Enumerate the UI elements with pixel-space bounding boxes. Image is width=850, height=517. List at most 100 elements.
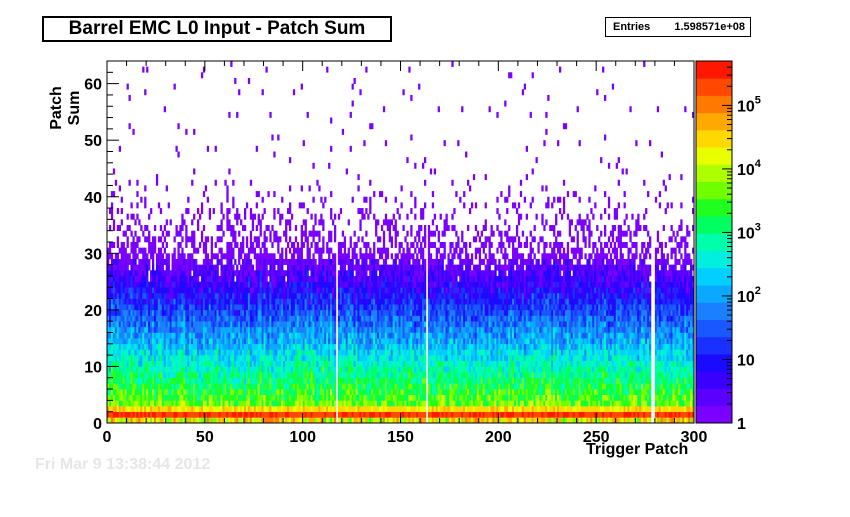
heatmap-cell (136, 191, 139, 198)
heatmap-cell (120, 383, 123, 390)
heatmap-cell (197, 355, 200, 362)
heatmap-cell (234, 270, 237, 277)
heatmap-cell (150, 321, 153, 328)
heatmap-cell (269, 258, 272, 265)
heatmap-cell (155, 298, 159, 305)
heatmap-cell (159, 309, 163, 316)
heatmap-cell (375, 264, 378, 271)
heatmap-cell (232, 406, 235, 412)
heatmap-cell (222, 264, 225, 271)
heatmap-cell (384, 219, 388, 226)
heatmap-cell (302, 377, 305, 384)
heatmap-cell (114, 417, 118, 424)
heatmap-cell (373, 406, 376, 412)
heatmap-cell (124, 372, 127, 379)
heatmap-cell (161, 258, 165, 265)
heatmap-cell (243, 394, 247, 401)
heatmap-cell (148, 377, 151, 384)
heatmap-cell (298, 411, 302, 418)
heatmap-cell (185, 355, 188, 362)
heatmap-cell (294, 264, 298, 271)
heatmap-cell (267, 309, 270, 316)
heatmap-cell (232, 309, 235, 316)
heatmap-cell (330, 360, 333, 367)
heatmap-cell (179, 389, 182, 396)
heatmap-cell (394, 196, 397, 203)
heatmap-cell (112, 394, 116, 401)
heatmap-cell (214, 366, 217, 373)
heatmap-cell (210, 275, 213, 282)
heatmap-cell (130, 383, 133, 390)
heatmap-cell (275, 304, 278, 311)
heatmap-cell (396, 349, 399, 356)
heatmap-cell (167, 389, 170, 396)
heatmap-cell (206, 298, 210, 305)
heatmap-cell (200, 298, 204, 305)
heatmap-cell (230, 225, 233, 231)
heatmap-cell (285, 298, 288, 305)
heatmap-cell (384, 281, 388, 288)
heatmap-cell (126, 275, 129, 282)
heatmap-cell (128, 389, 131, 396)
heatmap-cell (363, 292, 366, 299)
heatmap-cell (228, 383, 231, 390)
heatmap-cell (171, 275, 174, 282)
heatmap-cell (214, 417, 217, 424)
heatmap-cell (177, 326, 180, 333)
heatmap-cell (183, 287, 186, 294)
heatmap-cell (322, 304, 325, 311)
heatmap-cell (175, 343, 178, 350)
heatmap-cell (292, 315, 296, 322)
heatmap-cell (290, 298, 294, 305)
heatmap-cell (396, 343, 399, 350)
heatmap-cell (232, 315, 235, 322)
heatmap-cell (294, 417, 298, 424)
heatmap-cell (294, 275, 298, 282)
heatmap-cell (337, 400, 341, 407)
heatmap-cell (140, 366, 143, 373)
heatmap-cell (288, 349, 292, 356)
heatmap-cell (318, 366, 321, 373)
heatmap-cell (232, 383, 235, 390)
heatmap-cell (245, 304, 249, 311)
heatmap-cell (177, 332, 180, 339)
heatmap-cell (132, 349, 135, 356)
heatmap-cell (175, 389, 178, 396)
heatmap-cell (279, 411, 282, 418)
heatmap-cell (243, 304, 247, 311)
heatmap-cell (165, 411, 168, 418)
heatmap-cell (165, 360, 168, 367)
heatmap-cell (263, 377, 266, 384)
heatmap-cell (255, 417, 258, 424)
heatmap-cell (318, 258, 321, 265)
heatmap-cell (283, 281, 286, 288)
heatmap-cell (142, 360, 145, 367)
heatmap-cell (296, 275, 300, 282)
heatmap-cell (275, 230, 278, 237)
heatmap-cell (283, 298, 286, 305)
heatmap-cell (277, 343, 280, 350)
heatmap-cell (232, 332, 235, 339)
heatmap-cell (240, 270, 243, 277)
heatmap-cell (380, 326, 384, 333)
heatmap-cell (324, 394, 327, 401)
heatmap-cell (208, 281, 212, 288)
heatmap-cell (332, 309, 335, 316)
heatmap-cell (355, 281, 358, 288)
heatmap-cell (114, 349, 118, 356)
heatmap-cell (365, 304, 368, 311)
heatmap-cell (281, 349, 284, 356)
heatmap-cell (214, 287, 217, 294)
heatmap-cell (146, 264, 149, 271)
heatmap-cell (357, 332, 360, 339)
heatmap-cell (144, 196, 147, 203)
heatmap-cell (333, 213, 337, 220)
heatmap-cell (220, 372, 223, 379)
heatmap-cell (298, 372, 302, 379)
heatmap-cell (361, 383, 364, 390)
heatmap-cell (324, 406, 327, 412)
heatmap-cell (118, 372, 121, 379)
heatmap-cell (214, 355, 217, 362)
heatmap-cell (167, 372, 170, 379)
heatmap-cell (288, 417, 292, 424)
